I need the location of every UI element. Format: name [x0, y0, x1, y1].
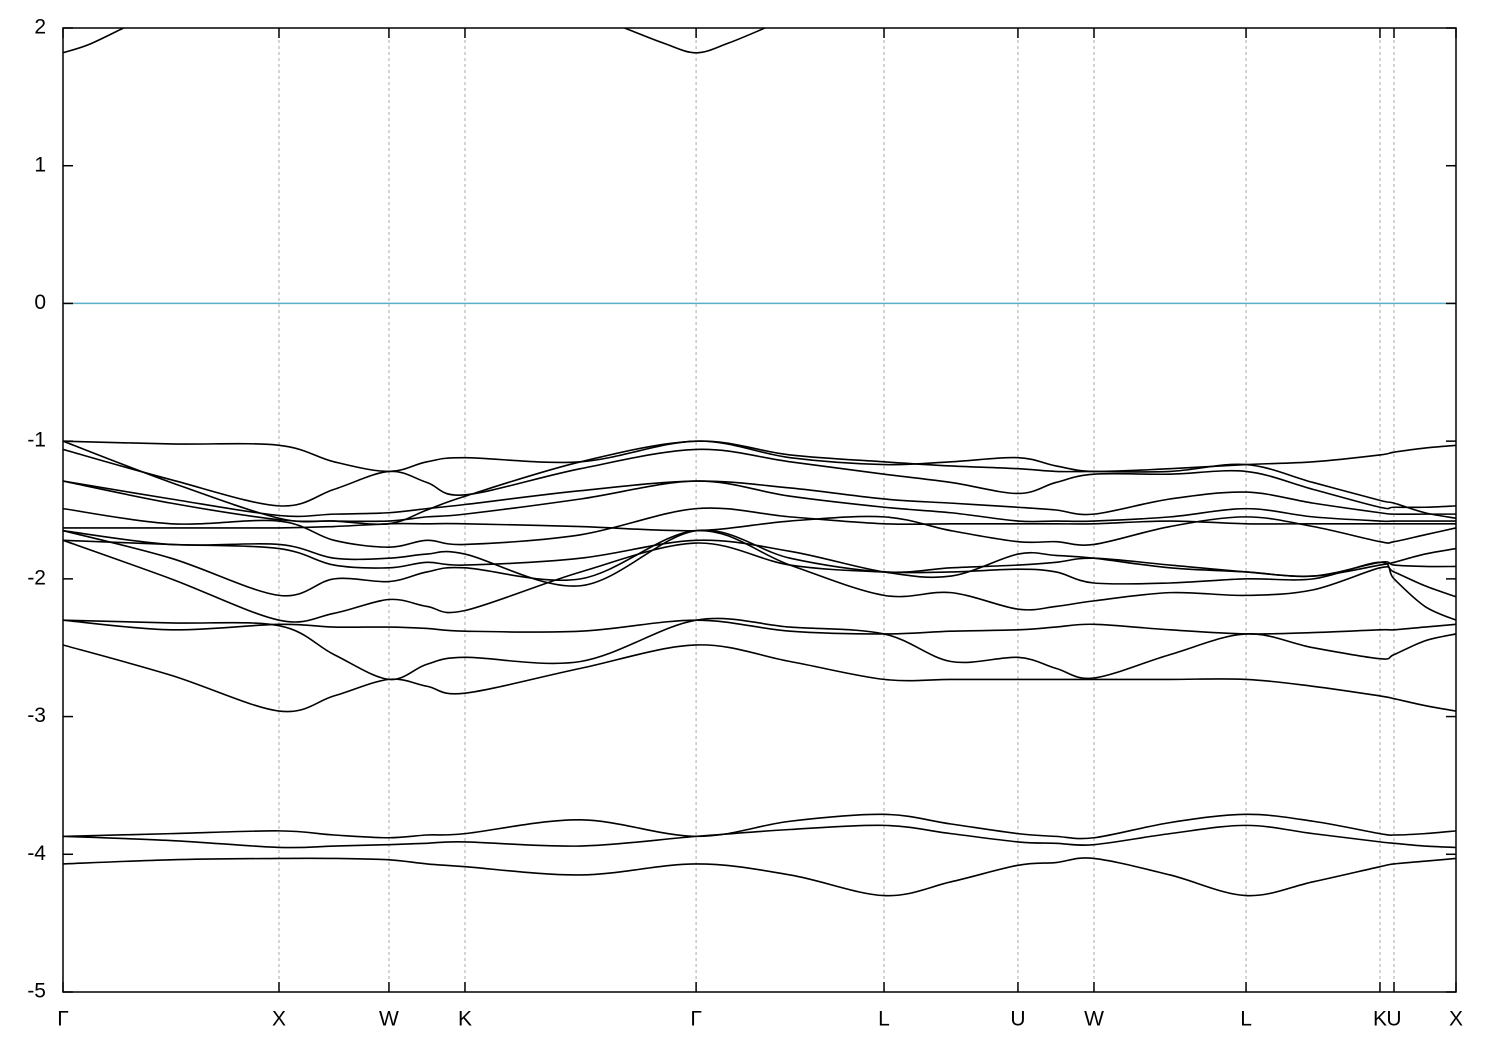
bands [63, 28, 1456, 897]
x-tick-label: X [272, 1008, 286, 1031]
plot-frame [62, 27, 1457, 993]
band [63, 644, 1456, 713]
band [63, 440, 1456, 526]
x-tick-label: L [878, 1008, 890, 1031]
y-tick-label: 2 [34, 16, 46, 39]
y-tick-label: -2 [27, 566, 46, 589]
band [63, 539, 1456, 579]
band [63, 28, 124, 54]
y-tick-label: -4 [27, 842, 46, 865]
band [63, 529, 1456, 611]
band [624, 28, 766, 54]
band [63, 448, 1456, 510]
x-tick-label: U [1010, 1008, 1025, 1031]
band [63, 440, 1456, 473]
band [63, 507, 1456, 548]
x-tick-label: X [1449, 1008, 1463, 1031]
x-tick-label: L [1240, 1008, 1252, 1031]
x-tick-label: W [379, 1008, 399, 1031]
y-tick-label: 0 [34, 291, 46, 314]
band [63, 480, 1456, 518]
x-tick-label: U [1386, 1008, 1401, 1031]
band [63, 824, 1456, 849]
x-tick-label: Γ [57, 1008, 69, 1031]
y-tick-label: -5 [27, 980, 46, 1003]
x-tick-label: Γ [690, 1008, 702, 1031]
y-tick-label: -3 [27, 704, 46, 727]
y-tick-label: -1 [27, 429, 46, 452]
band [63, 619, 1456, 635]
band [63, 529, 1456, 587]
band [63, 813, 1456, 840]
y-tick-label: 1 [34, 153, 46, 176]
x-tick-label: K [458, 1008, 472, 1031]
band [63, 539, 1456, 623]
x-tick-label: K [1373, 1008, 1387, 1031]
band [63, 857, 1456, 897]
x-tick-label: W [1084, 1008, 1104, 1031]
band [63, 515, 1456, 546]
